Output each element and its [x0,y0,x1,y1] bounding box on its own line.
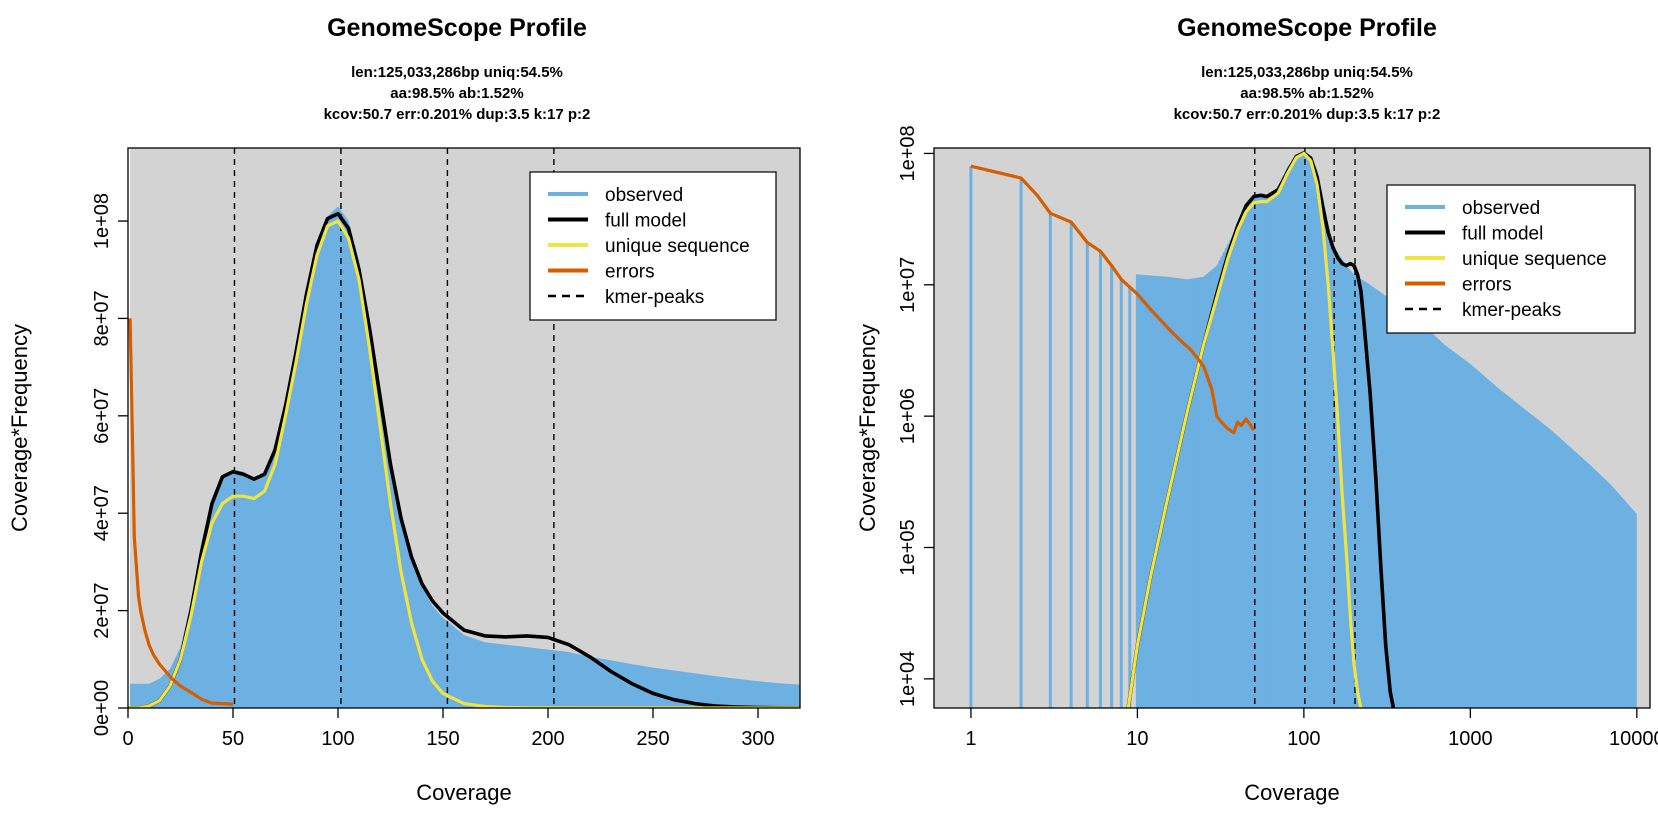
x-axis-label: Coverage [416,780,511,805]
series-errors-line [970,164,1256,435]
y-tick-label: 2e+07 [91,583,113,639]
x-tick-label: 100 [321,728,354,750]
y-tick-label: 1e+08 [897,125,919,181]
y-tick-label: 1e+04 [897,651,919,707]
y-tick-label: 1e+08 [91,193,113,249]
y-tick-label: 1e+07 [897,257,919,313]
y-tick-label: 1e+06 [897,388,919,444]
observed-bars [969,166,1268,708]
x-tick-label: 100 [1287,728,1320,750]
x-tick-label: 1 [965,728,976,750]
y-tick-label: 6e+07 [91,388,113,444]
chart-subtitle: aa:98.5% ab:1.52% [390,85,523,102]
x-tick-label: 10 [1126,728,1148,750]
chart-title: GenomeScope Profile [1177,14,1437,42]
x-tick-label: 300 [741,728,774,750]
legend-label: kmer-peaks [1462,300,1561,321]
zero-gap [128,148,130,708]
legend-label: unique sequence [605,236,750,257]
series-unique-sequence-line [128,219,800,708]
x-tick-label: 200 [531,728,564,750]
chart-2: 1 10 100 1000 10000 1e+04 1e+05 1e+06 1e+07 1e+08… [855,14,1658,805]
legend: observed full model unique sequence errors k… [1386,184,1636,334]
y-tick-label: 8e+07 [91,290,113,346]
legend-label: observed [1462,198,1540,219]
chart-title: GenomeScope Profile [327,14,587,42]
legend-label: full model [1462,224,1543,245]
legend: observed full model unique sequence errors k… [529,171,777,321]
x-tick-label: 10000 [1609,728,1658,750]
legend-label: errors [1462,275,1512,296]
x-axis-label: Coverage [1244,780,1339,805]
y-tick-label: 0e+00 [91,680,113,736]
x-tick-label: 250 [636,728,669,750]
plot-area [128,148,800,708]
legend-label: kmer-peaks [605,287,704,308]
chart-1: 0 50 100 150 200 250 300 0e+00 2e+07 4e+07 6e+07 8e… [7,14,801,805]
series-unique-sequence-line [1126,151,1363,708]
legend-label: errors [605,262,655,283]
x-tick-label: 1000 [1448,728,1493,750]
x-tick-label: 150 [426,728,459,750]
plot-area [969,148,1637,708]
chart-subtitle: len:125,033,286bp uniq:54.5% [351,64,563,81]
x-tick-label: 0 [122,728,133,750]
series-full-model-line [128,211,800,708]
chart-subtitle: len:125,033,286bp uniq:54.5% [1201,64,1413,81]
y-axis-label: Coverage*Frequency [855,324,880,532]
series-observed-area [128,206,800,708]
chart-subtitle: kcov:50.7 err:0.201% dup:3.5 k:17 p:2 [324,106,591,123]
chart-subtitle: kcov:50.7 err:0.201% dup:3.5 k:17 p:2 [1174,106,1441,123]
chart-subtitle: aa:98.5% ab:1.52% [1240,85,1373,102]
y-tick-label: 4e+07 [91,485,113,541]
series-errors-line [128,318,234,706]
legend-label: full model [605,211,686,232]
plot-border [127,147,801,709]
plot-border [933,147,1651,709]
y-tick-label: 1e+05 [897,519,919,575]
legend-label: observed [605,185,683,206]
legend-label: unique sequence [1462,249,1607,270]
x-tick-label: 50 [222,728,244,750]
y-axis-label: Coverage*Frequency [7,324,32,532]
